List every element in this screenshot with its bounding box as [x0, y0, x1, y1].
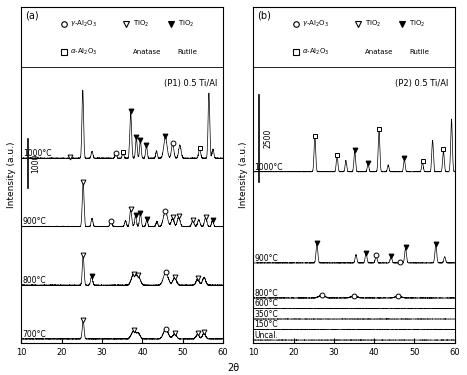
Text: 2θ: 2θ: [227, 363, 240, 373]
Text: 900°C: 900°C: [255, 254, 278, 263]
Text: (b): (b): [257, 10, 271, 20]
Y-axis label: Intensity (a.u.): Intensity (a.u.): [7, 142, 16, 208]
Text: 800°C: 800°C: [23, 276, 46, 285]
Text: (a): (a): [26, 10, 39, 20]
Text: Anatase: Anatase: [134, 49, 162, 55]
Text: $\alpha$-Al$_2$O$_3$: $\alpha$-Al$_2$O$_3$: [302, 47, 329, 57]
Y-axis label: Intensity (a.u.): Intensity (a.u.): [239, 142, 248, 208]
Text: 800°C: 800°C: [255, 289, 278, 298]
Text: 900°C: 900°C: [23, 217, 46, 226]
Text: TiO$_2$: TiO$_2$: [365, 19, 382, 29]
Text: 1000: 1000: [32, 153, 41, 173]
Text: Uncal.: Uncal.: [255, 331, 278, 340]
Text: 700°C: 700°C: [23, 330, 46, 339]
Text: 150°C: 150°C: [255, 321, 278, 330]
Text: 600°C: 600°C: [255, 299, 278, 308]
Text: TiO$_2$: TiO$_2$: [177, 19, 194, 29]
Text: TiO$_2$: TiO$_2$: [410, 19, 426, 29]
Text: 350°C: 350°C: [255, 310, 278, 319]
Text: $\alpha$-Al$_2$O$_3$: $\alpha$-Al$_2$O$_3$: [70, 47, 98, 57]
Text: 1000°C: 1000°C: [23, 149, 51, 158]
Text: Rutile: Rutile: [410, 49, 429, 55]
Text: TiO$_2$: TiO$_2$: [134, 19, 150, 29]
Text: 2500: 2500: [263, 129, 272, 148]
Text: $\gamma$-Al$_2$O$_3$: $\gamma$-Al$_2$O$_3$: [70, 19, 97, 29]
Text: (P1) 0.5 Ti/Al: (P1) 0.5 Ti/Al: [163, 79, 217, 88]
Text: 1000°C: 1000°C: [255, 163, 283, 172]
Text: (P2) 0.5 Ti/Al: (P2) 0.5 Ti/Al: [396, 79, 449, 88]
Text: $\gamma$-Al$_2$O$_3$: $\gamma$-Al$_2$O$_3$: [302, 19, 329, 29]
Text: Anatase: Anatase: [365, 49, 393, 55]
Text: Rutile: Rutile: [177, 49, 198, 55]
